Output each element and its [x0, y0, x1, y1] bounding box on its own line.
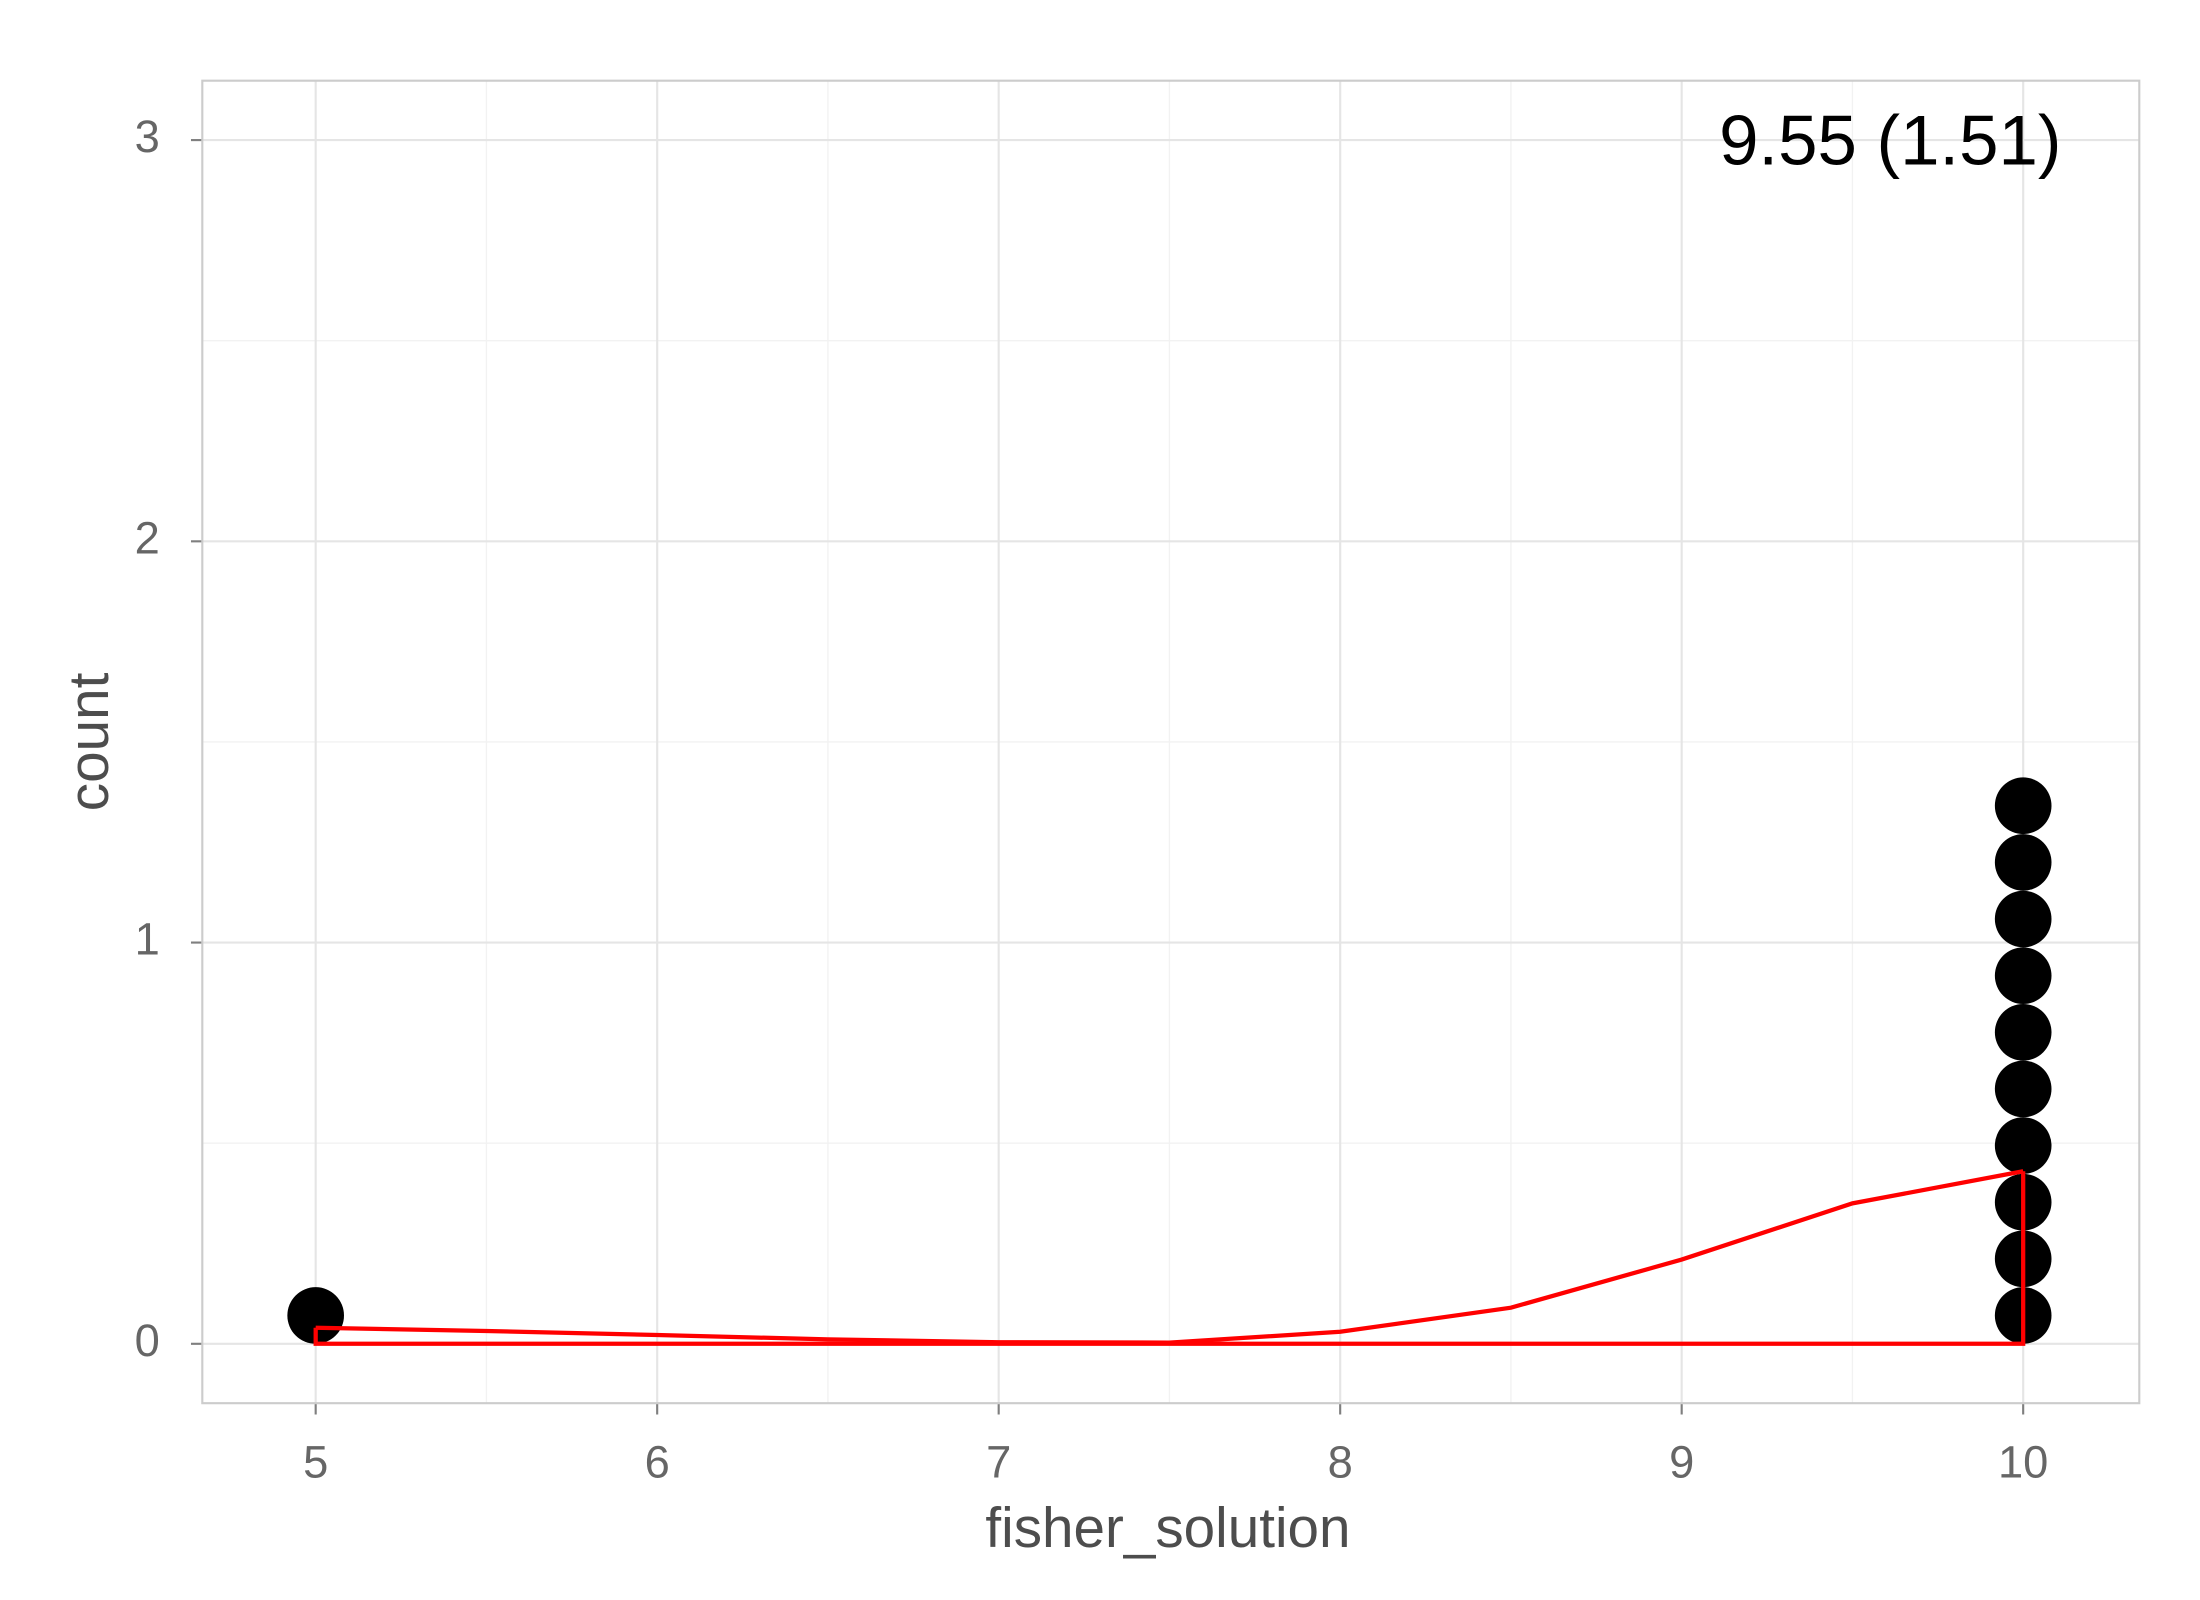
y-tick-label: 2: [135, 512, 160, 563]
dot: [1994, 777, 2052, 835]
dot: [1994, 1003, 2052, 1061]
x-tick-label: 5: [303, 1436, 328, 1487]
dot: [1994, 890, 2052, 948]
panel-border: [201, 79, 2141, 1405]
dot: [1994, 1060, 2052, 1118]
y-tick-label: 0: [135, 1315, 160, 1366]
x-tick-label: 8: [1328, 1436, 1353, 1487]
x-tick-label: 9: [1669, 1436, 1694, 1487]
x-tick-label: 7: [986, 1436, 1011, 1487]
y-axis-title: count: [58, 672, 121, 811]
y-tick-label: 3: [135, 111, 160, 162]
x-tick-label: 10: [1998, 1436, 2048, 1487]
density-baseline: [313, 1171, 2026, 1346]
dot: [1994, 947, 2052, 1004]
dot: [1994, 834, 2052, 891]
y-tick-label: 1: [135, 914, 160, 965]
x-tick-label: 6: [645, 1436, 670, 1487]
dot: [1994, 1117, 2052, 1174]
x-axis-title: fisher_solution: [985, 1497, 1350, 1560]
annotation: 9.55 (1.51): [1719, 102, 2061, 181]
